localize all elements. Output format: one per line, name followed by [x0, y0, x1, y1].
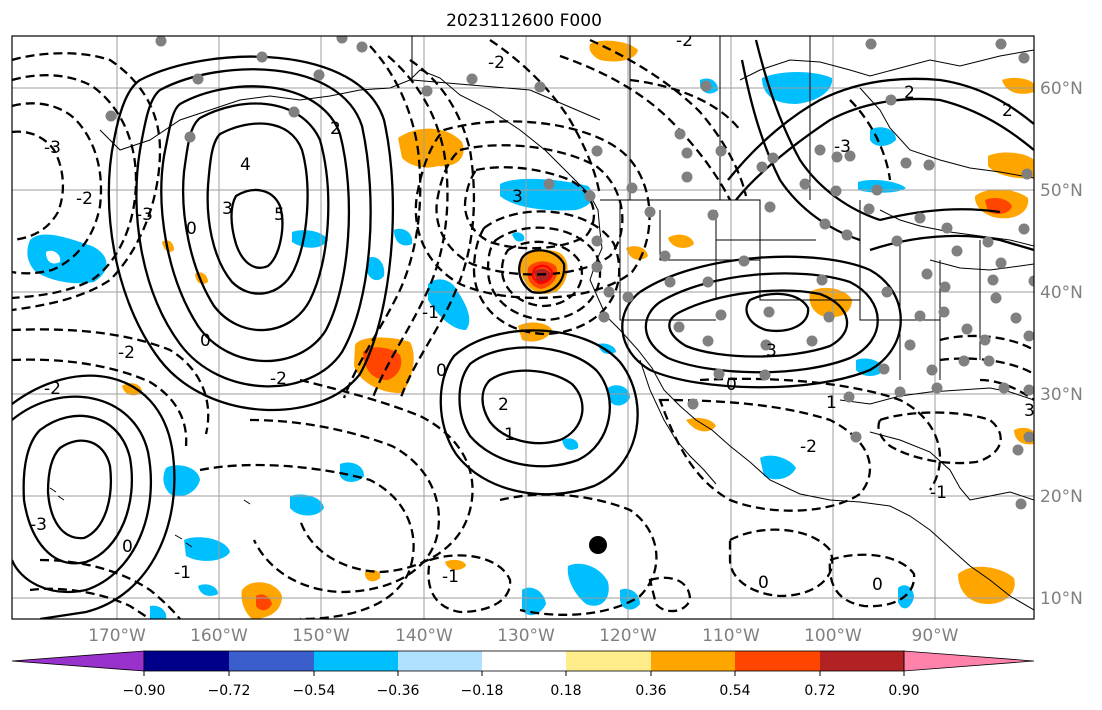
colorbar-tick-label: −0.18 [461, 683, 504, 699]
station-markers [105, 36, 1034, 510]
contour-label: 2 [1002, 101, 1013, 121]
contour-label: 3 [1024, 401, 1035, 421]
contour-label: -1 [174, 563, 191, 583]
colorbar-tick-label: 0.90 [888, 683, 919, 699]
lat-label: 60°N [1040, 79, 1083, 99]
contour-label: -3 [44, 138, 61, 158]
contour-label: 4 [240, 155, 251, 175]
contour-label: 3 [222, 199, 233, 219]
colorbar-frame [143, 650, 905, 672]
colorbar-swatch [11, 650, 145, 672]
lat-label: 10°N [1040, 589, 1083, 609]
contour-label: 0 [200, 331, 211, 351]
contour-label: 0 [872, 575, 883, 595]
colorbar-tick-label: 0.54 [719, 683, 750, 699]
contour-label: 1 [826, 393, 837, 413]
highlight-marker [589, 536, 607, 554]
colorbar-swatch [735, 651, 820, 671]
contour-label: -3 [136, 205, 153, 225]
colorbar-swatch [903, 650, 1035, 672]
lat-label: 40°N [1040, 283, 1083, 303]
map-frame [11, 35, 1035, 620]
contour-lines [12, 38, 1034, 619]
lon-label: 150°W [292, 626, 350, 646]
contour-labels: -2 -3 -2 0 4 5 3 -3 0 2 3 -2 -3 -2 -1 0 … [30, 31, 1035, 595]
contour-label: -2 [118, 343, 135, 363]
contour-label: 2 [330, 119, 341, 139]
colorbar-tick-label: 0.36 [635, 683, 666, 699]
contour-label: -1 [422, 303, 439, 323]
contour-label: 0 [436, 361, 447, 381]
contour-label: 2 [904, 83, 915, 103]
contour-label: -2 [44, 379, 61, 399]
dashed-contours [12, 38, 1034, 619]
colorbar-tick-label: 0.18 [550, 683, 581, 699]
lon-label: 160°W [190, 626, 248, 646]
colorbar-swatch [482, 651, 566, 671]
colorbar-swatch [314, 651, 398, 671]
contour-label: 3 [512, 187, 523, 207]
lon-label: 120°W [599, 626, 657, 646]
contour-label: 5 [274, 205, 285, 225]
contour-label: 0 [758, 573, 769, 593]
contour-label: -2 [488, 53, 505, 73]
lat-label: 50°N [1040, 181, 1083, 201]
lon-label: 140°W [395, 626, 453, 646]
map-panel: -2 -3 -2 0 4 5 3 -3 0 2 3 -2 -3 -2 -1 0 … [11, 31, 1035, 620]
colorbar-swatch [820, 651, 904, 671]
lon-label: 110°W [702, 626, 760, 646]
contour-label: -1 [442, 567, 459, 587]
contour-label: 3 [766, 341, 777, 361]
contour-label: -3 [834, 137, 851, 157]
contour-label: -2 [270, 369, 287, 389]
colorbar-tick-label: −0.36 [377, 683, 420, 699]
negative-anomaly-fill [27, 72, 914, 619]
colorbar-swatch [144, 651, 229, 671]
solid-contours [12, 39, 1034, 619]
red-contour [531, 264, 554, 284]
colorbar-swatch [229, 651, 314, 671]
contour-label: 0 [122, 537, 133, 557]
contour-label: 1 [504, 425, 515, 445]
colorbar-swatch [398, 651, 482, 671]
colorbar: −0.90 −0.72 −0.54 −0.36 −0.18 0.18 0.36 … [11, 650, 1035, 699]
longitude-labels: 170°W 160°W 150°W 140°W 130°W 120°W 110°… [88, 626, 959, 646]
colorbar-tick-label: 0.72 [804, 683, 835, 699]
colorbar-swatch [651, 651, 735, 671]
lon-label: 90°W [912, 626, 959, 646]
lat-label: 30°N [1040, 385, 1083, 405]
colorbar-ticks [143, 671, 905, 676]
contour-label: 2 [498, 395, 509, 415]
contour-label: -3 [30, 515, 47, 535]
lon-label: 130°W [497, 626, 555, 646]
contour-label: 0 [186, 219, 197, 239]
contour-label: -2 [76, 189, 93, 209]
colorbar-tick-label: −0.54 [293, 683, 336, 699]
colorbar-tick-label: −0.72 [208, 683, 251, 699]
lon-label: 100°W [804, 626, 862, 646]
contour-label: -2 [676, 31, 693, 51]
lon-label: 170°W [88, 626, 146, 646]
contour-label: -1 [930, 483, 947, 503]
lat-label: 20°N [1040, 487, 1083, 507]
contour-label: 0 [726, 375, 737, 395]
colorbar-tick-label: −0.90 [123, 683, 166, 699]
contour-label: -2 [800, 437, 817, 457]
figure-title: 2023112600 F000 [446, 11, 602, 31]
latitude-labels: 60°N 50°N 40°N 30°N 20°N 10°N [1040, 79, 1083, 609]
colorbar-swatch [566, 651, 651, 671]
